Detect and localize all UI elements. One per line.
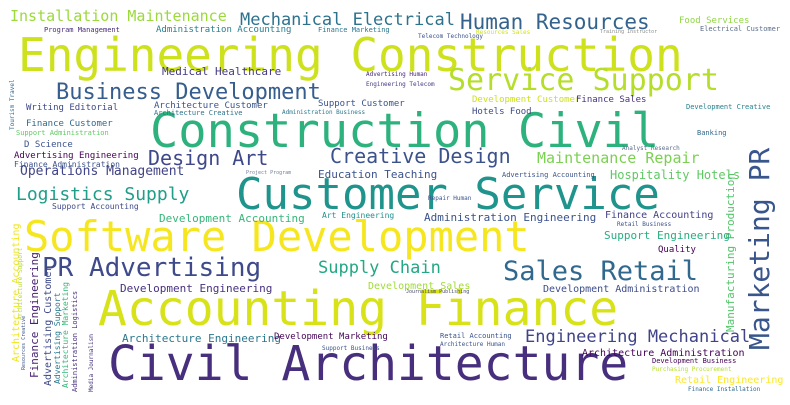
word-vertical: Manufacturing Production (724, 173, 737, 332)
word: Finance Sales (576, 95, 647, 105)
word: Finance Customer (26, 119, 113, 129)
word: Support Accounting (52, 202, 139, 211)
word: Advertising Engineering (14, 151, 139, 161)
word: Retail Accounting (440, 332, 512, 340)
word: Maintenance Repair (537, 149, 700, 167)
word: Purchasing Procurement (652, 366, 732, 373)
word: Banking (697, 129, 727, 137)
word: Development Sales (368, 281, 471, 292)
word: Administration Business (282, 109, 366, 116)
word: Food Services (679, 16, 750, 26)
word: Project Program (246, 170, 292, 176)
word: Retail Engineering (675, 375, 784, 386)
word: Repair Human (428, 195, 472, 202)
word: Medical Healthcare (162, 65, 282, 78)
word: Administration Engineering (424, 211, 597, 224)
word: Engineering Construction (18, 28, 683, 82)
word: Resources Sales (476, 29, 531, 36)
word: Development Marketing (274, 332, 388, 342)
word: Retail Business (617, 221, 672, 228)
word: Education Teaching (318, 168, 438, 181)
word: Finance Marketing (318, 26, 390, 34)
word: Art Engineering (322, 211, 395, 220)
word: Architecture Creative (154, 109, 243, 117)
word: Support Business (322, 345, 380, 352)
word: Operations Management (20, 164, 185, 179)
word: Architecture Administration (582, 348, 745, 359)
word: D Science (24, 140, 73, 150)
word-vertical: Finance Engineering (28, 252, 41, 378)
word: Mechanical Electrical (240, 10, 455, 30)
word: Administration Accounting (156, 25, 292, 35)
word: Supply Chain (318, 258, 441, 278)
word: Human Resources (460, 10, 650, 34)
word-vertical: Administration Logistics (71, 290, 79, 392)
word: Business Development (56, 80, 321, 105)
word: Finance Accounting (605, 210, 714, 221)
word: Finance Administration (14, 160, 120, 169)
word: Engineering Mechanical (525, 327, 751, 347)
word: Construction Civil (150, 104, 660, 159)
word: Architecture Customer (154, 101, 268, 111)
word: Development Customer (472, 95, 581, 105)
word: PR Advertising (42, 253, 262, 283)
word: Quality (658, 245, 696, 255)
word: Analyst Research (622, 145, 680, 152)
word: Telecom Technology (418, 33, 484, 40)
word: Development Business (652, 357, 737, 365)
word: Sales Retail (503, 256, 699, 287)
word: Program Management (44, 26, 120, 34)
word: Electrical Customer (700, 25, 781, 33)
word: Advertising Accounting (502, 171, 595, 179)
word: Development Creative (686, 103, 771, 111)
word: Support Customer (318, 99, 405, 109)
word: Customer Service (236, 169, 660, 220)
word: Training Instructor (600, 29, 658, 35)
word-vertical: Resources Creative (21, 315, 27, 370)
word: Service Support (448, 63, 719, 98)
word: Creative Design (330, 144, 511, 168)
word: Writing Editorial (26, 103, 119, 113)
word: Civil Architecture (108, 336, 629, 392)
word: Development Administration (543, 284, 700, 295)
word: Hotels Food (472, 107, 532, 117)
word: Hospitality Hotels (610, 168, 741, 182)
word: Logistics Supply (16, 184, 190, 205)
word: Advertising Human (366, 71, 428, 78)
word: Design Art (148, 146, 269, 170)
word-vertical: Media Journalism (88, 334, 95, 392)
word: Architecture Engineering (122, 332, 281, 345)
word: Accounting Finance (98, 281, 619, 337)
word-vertical: Marketing PR (743, 147, 776, 350)
word-vertical: Architecture Marketing (61, 282, 70, 388)
word: Finance Installation (688, 386, 761, 393)
word-vertical: Tourism Travel (9, 79, 16, 130)
word: Journalism Publishing (406, 289, 470, 295)
word-vertical: Architecture Support (17, 247, 24, 320)
word: Engineering Telecom (366, 81, 435, 88)
word: Installation Maintenance (10, 7, 227, 25)
word: Support Administration (16, 129, 109, 137)
word: Architecture Human (440, 341, 506, 348)
word: Development Accounting (159, 212, 305, 225)
word: Support Engineering (604, 229, 730, 242)
word-vertical: Advertising Support (53, 292, 62, 384)
word: Software Development (24, 212, 530, 261)
word: Development Engineering (120, 282, 273, 295)
